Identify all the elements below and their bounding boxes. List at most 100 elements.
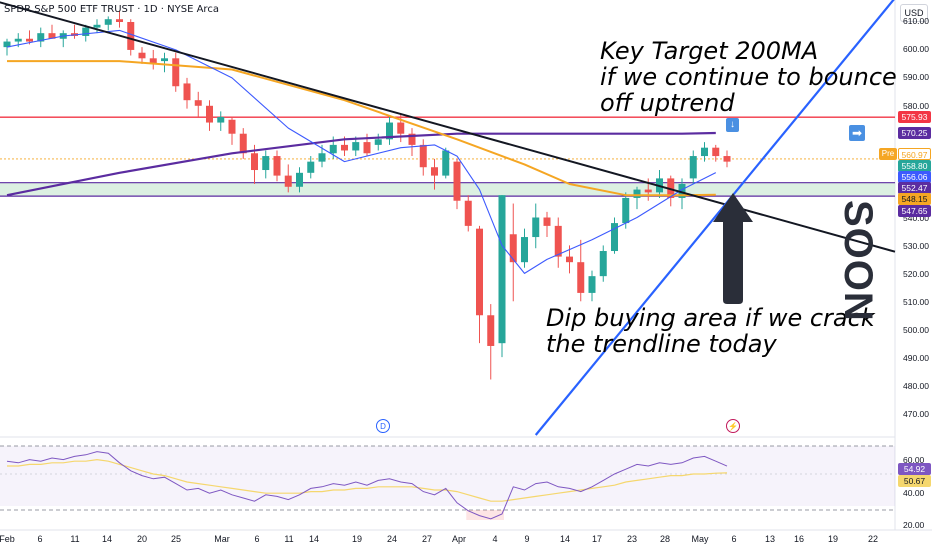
candle-body bbox=[554, 225, 562, 257]
candle-body bbox=[116, 19, 123, 22]
time-axis-label: 20 bbox=[136, 534, 148, 544]
target-annotation: Key Target 200MA if we continue to bounc… bbox=[600, 38, 897, 116]
big-up-arrow-icon bbox=[713, 193, 753, 304]
download-arrow-icon[interactable]: ↓ bbox=[726, 118, 739, 132]
price-tick: 580.00 bbox=[903, 101, 929, 111]
rsi-band bbox=[0, 446, 895, 506]
candle-body bbox=[667, 178, 675, 198]
candle-body bbox=[644, 189, 652, 193]
candle-body bbox=[14, 38, 22, 42]
time-axis-label: 22 bbox=[867, 534, 879, 544]
ma200-line bbox=[6, 131, 716, 197]
price-tick: 490.00 bbox=[903, 353, 929, 363]
candle-body bbox=[273, 156, 281, 176]
earnings-marker-icon[interactable]: ⚡ bbox=[726, 419, 740, 433]
candle-body bbox=[307, 161, 315, 173]
price-tick: 470.00 bbox=[903, 409, 929, 419]
target-annotation-line3: off uptrend bbox=[600, 89, 735, 117]
zone-bottom-price-label: 547.65 bbox=[898, 205, 931, 217]
support-zone bbox=[0, 182, 895, 197]
candle-body bbox=[611, 223, 618, 252]
price-tick: 520.00 bbox=[903, 269, 929, 279]
candle-body bbox=[408, 133, 416, 145]
candle-body bbox=[599, 251, 607, 277]
dividend-marker[interactable]: D bbox=[376, 419, 390, 433]
candle-body bbox=[543, 217, 551, 226]
ma50-line bbox=[7, 60, 716, 197]
rsi-line bbox=[6, 451, 728, 520]
scroll-right-arrow-icon[interactable]: ➡ bbox=[849, 125, 865, 141]
dip-annotation-line1: Dip buying area if we crack bbox=[546, 304, 875, 332]
candle-body bbox=[509, 234, 517, 263]
time-axis-label: 24 bbox=[386, 534, 398, 544]
premarket-price-label: 560.97 bbox=[898, 148, 931, 160]
candle-body bbox=[374, 139, 382, 145]
candle-body bbox=[723, 156, 731, 162]
candle-body bbox=[442, 150, 450, 176]
dip-annotation: Dip buying area if we crack the trendlin… bbox=[546, 305, 875, 357]
price-tick: 540.00 bbox=[903, 213, 929, 223]
price-tick: 480.00 bbox=[903, 381, 929, 391]
candle-body bbox=[363, 142, 371, 154]
time-axis-label: Feb bbox=[0, 534, 15, 544]
last-price-label: 558.80 bbox=[898, 160, 931, 172]
time-axis-label: May bbox=[691, 534, 709, 544]
rsi-ma-line bbox=[7, 458, 728, 502]
time-axis-label: 27 bbox=[421, 534, 433, 544]
rsi-oversold-fill bbox=[466, 510, 504, 520]
candle-body bbox=[712, 147, 720, 157]
time-axis-label: 6 bbox=[37, 534, 43, 544]
candle-body bbox=[622, 197, 630, 224]
price-tick: 600.00 bbox=[903, 44, 929, 54]
candle-body bbox=[172, 58, 180, 87]
candle-body bbox=[37, 33, 45, 42]
candle-body bbox=[341, 144, 348, 151]
candle-body bbox=[3, 41, 11, 48]
candle-body bbox=[206, 105, 213, 123]
ma200-price-label: 570.25 bbox=[898, 127, 931, 139]
candle-body bbox=[93, 24, 101, 28]
time-axis-label: 14 bbox=[101, 534, 113, 544]
rsi-ma-value-label: 50.67 bbox=[898, 475, 931, 487]
candle-body bbox=[701, 147, 708, 157]
rsi-tick: 60.00 bbox=[903, 455, 925, 465]
candle-body bbox=[464, 200, 472, 226]
candle-body bbox=[149, 58, 157, 64]
candle-body bbox=[521, 237, 528, 263]
time-axis-label: 6 bbox=[254, 534, 260, 544]
rsi-tick: 20.00 bbox=[903, 520, 925, 530]
time-axis-label: 6 bbox=[731, 534, 737, 544]
candle-body bbox=[386, 122, 393, 140]
time-axis-label: 13 bbox=[764, 534, 776, 544]
time-axis-label: 19 bbox=[827, 534, 839, 544]
candle-body bbox=[318, 153, 326, 162]
time-axis-label: 9 bbox=[524, 534, 530, 544]
time-axis-label: 4 bbox=[492, 534, 498, 544]
currency-button[interactable]: USD bbox=[900, 4, 928, 22]
candle-body bbox=[296, 172, 303, 187]
candle-body bbox=[48, 33, 56, 39]
rsi-value-label: 54.92 bbox=[898, 463, 931, 475]
candle-body bbox=[284, 175, 292, 187]
candle-body bbox=[138, 52, 146, 59]
rsi-tick: 40.00 bbox=[903, 488, 925, 498]
candle-body bbox=[397, 122, 405, 134]
candle-body bbox=[633, 189, 641, 198]
candle-body bbox=[352, 142, 360, 151]
symbol-title: SPDR S&P 500 ETF TRUST · 1D · NYSE Arca bbox=[4, 4, 219, 15]
candle-body bbox=[566, 256, 573, 263]
candle-body bbox=[487, 315, 495, 346]
ma-short-price-label: 556.06 bbox=[898, 171, 931, 183]
candle-body bbox=[476, 228, 483, 316]
candle-body bbox=[104, 19, 112, 25]
time-axis-label: 17 bbox=[591, 534, 603, 544]
candle-body bbox=[82, 27, 90, 36]
time-axis-label: 14 bbox=[559, 534, 571, 544]
uptrend-line bbox=[534, 0, 895, 436]
candle-body bbox=[689, 156, 697, 179]
candle-body bbox=[194, 100, 202, 106]
time-axis-label: 19 bbox=[351, 534, 363, 544]
dip-annotation-line2: the trendline today bbox=[546, 330, 777, 358]
